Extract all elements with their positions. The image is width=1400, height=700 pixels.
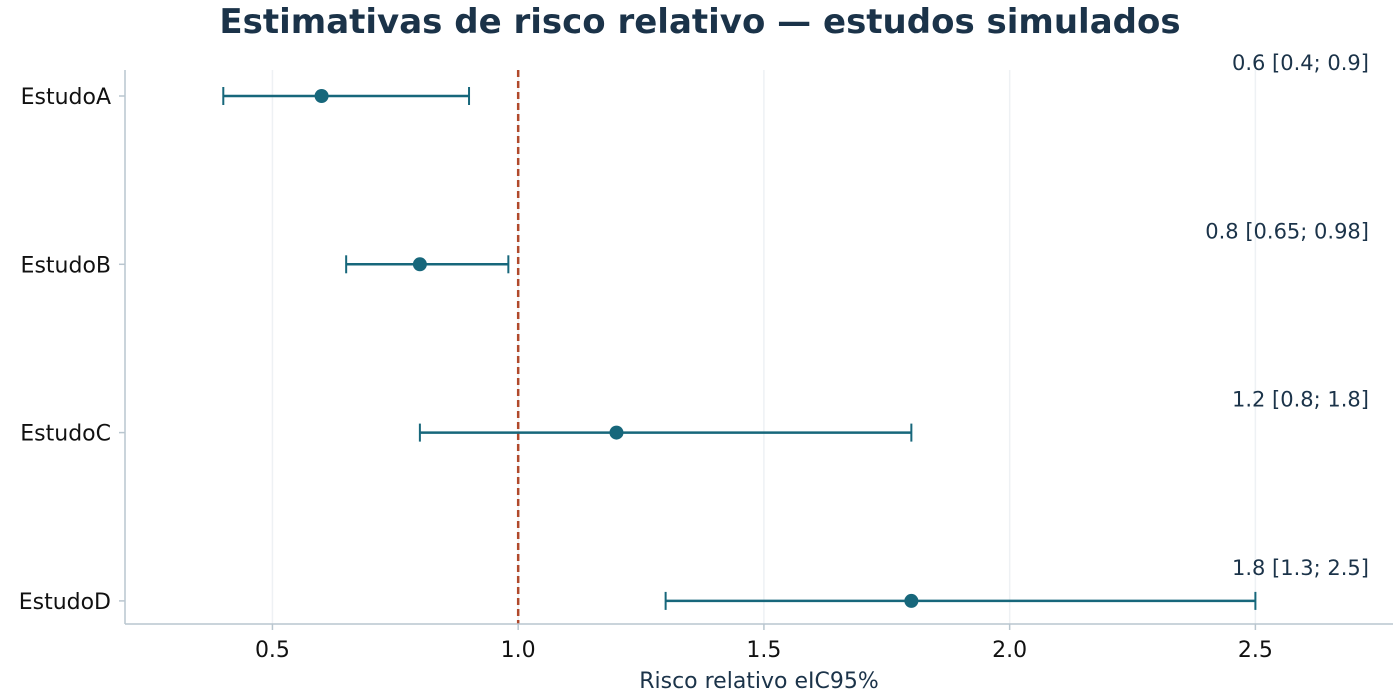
x-tick-label: 2.0	[992, 638, 1027, 663]
point-estimate	[412, 257, 427, 272]
study-label: EstudoD	[19, 590, 111, 615]
x-tick-label: 2.5	[1238, 638, 1273, 663]
study-label: EstudoA	[21, 85, 111, 110]
axes: 0.5 1.0 1.5 2.0 2.5	[119, 70, 1393, 663]
x-axis-label: Risco relativo eIC95%	[639, 669, 879, 694]
x-tick-label: 1.0	[501, 638, 536, 663]
x-tick-label: 1.5	[746, 638, 781, 663]
x-tick-label: 0.5	[255, 638, 290, 663]
point-estimate	[609, 425, 624, 440]
study-label: EstudoB	[21, 253, 111, 278]
study-label: EstudoC	[20, 422, 111, 447]
labels: EstudoA 0.6 [0.4; 0.9] EstudoB 0.8 [0.65; 0…	[19, 51, 1369, 615]
grid-lines	[271, 70, 1257, 624]
point-estimate	[314, 89, 329, 103]
chart-title: Estimativas de risco relativo — estudos …	[219, 2, 1180, 42]
study-marks	[222, 87, 1257, 610]
estimate-annotation: 1.8 [1.3; 2.5]	[1232, 556, 1369, 580]
estimate-annotation: 0.6 [0.4; 0.9]	[1232, 51, 1369, 75]
point-estimate	[904, 593, 919, 608]
estimate-annotation: 0.8 [0.65; 0.98]	[1205, 219, 1369, 243]
estimate-annotation: 1.2 [0.8; 1.8]	[1232, 388, 1369, 412]
